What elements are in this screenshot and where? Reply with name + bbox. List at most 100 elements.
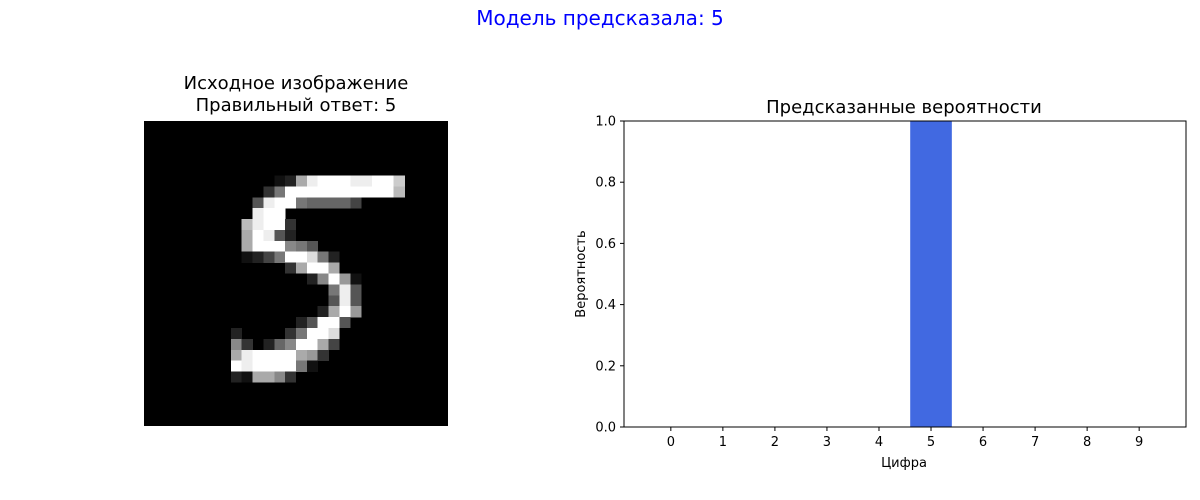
image-pixel [339,175,351,187]
image-pixel [372,186,384,198]
image-pixel [393,175,405,187]
x-tick-label: 1 [719,435,727,450]
image-pixel [306,349,318,361]
image-pixel [339,186,351,198]
x-tick-label: 7 [1031,435,1039,450]
image-pixel [296,262,308,274]
image-pixel [252,229,264,242]
plot-frame [623,120,1187,428]
image-pixel [241,338,253,350]
image-pixel [274,360,286,372]
image-pixel [263,186,275,198]
image-pixel [296,186,308,198]
image-pixel [285,371,297,383]
image-pixel [328,262,340,274]
image-pixel [274,208,286,220]
image-pixel [285,175,297,187]
x-tick-label: 3 [823,435,831,450]
image-pixel [296,327,308,340]
image-pixel [285,327,297,340]
image-pixel [328,338,340,350]
image-pixel [274,219,286,231]
image-pixel [241,229,253,242]
image-pixel [296,360,308,372]
x-tick-label: 4 [875,435,883,450]
image-pixel [274,175,286,187]
image-pixel [317,273,329,285]
image-pixel [241,371,253,383]
image-pixel [252,360,264,372]
image-pixel [296,338,308,350]
y-tick-label: 1.0 [595,115,616,130]
image-pixel [350,295,362,307]
image-pixel [306,360,318,372]
image-pixel [382,175,394,187]
image-pixel [317,175,329,187]
image-pixel [296,197,308,209]
image-pixel [285,197,297,209]
image-pixel [296,240,308,252]
image-pixel [263,240,275,252]
image-pixel [306,240,318,252]
image-pixel [274,338,286,350]
image-pixel [317,251,329,263]
image-pixel [252,371,264,383]
image-pixel [328,284,340,296]
image-pixel [328,273,340,285]
image-pixel [317,262,329,274]
image-pixel [241,349,253,361]
image-pixel [285,186,297,198]
image-pixel [328,197,340,209]
image-pixel [350,197,362,209]
bar-digit-5 [910,121,952,427]
image-pixel [306,197,318,209]
image-pixel [306,186,318,198]
image-pixel [252,197,264,209]
image-pixel [285,219,297,231]
image-pixel [241,240,253,252]
image-pixel [317,186,329,198]
image-pixel [252,349,264,361]
image-pixel [306,317,318,329]
image-pixel [252,219,264,231]
image-pixel [252,208,264,220]
image-pixel [350,273,362,285]
image-pixel [274,240,286,252]
image-pixel [372,175,384,187]
image-pixel [339,273,351,285]
image-pixel [317,306,329,318]
image-pixel [328,306,340,318]
digit-image [144,121,448,426]
image-pixel [339,284,351,296]
image-pixel [285,251,297,263]
image-pixel [241,360,253,372]
image-pixel [296,175,308,187]
x-tick-label: 5 [927,435,935,450]
image-pixel [285,240,297,252]
image-pixel [328,251,340,263]
image-pixel [296,317,308,329]
image-pixel [263,219,275,231]
image-pixel [328,175,340,187]
image-pixel [350,175,362,187]
image-pixel [263,349,275,361]
image-pixel [350,186,362,198]
chart-title: Предсказанные вероятности [766,97,1042,118]
image-pixel [285,360,297,372]
x-tick-label: 6 [979,435,987,450]
x-tick-label: 2 [771,435,779,450]
image-pixel [317,349,329,361]
x-tick-label: 9 [1135,435,1143,450]
image-pixel [393,186,405,198]
image-pixel [317,317,329,329]
image-pixel [252,240,264,252]
y-tick-label: 0.8 [595,176,616,191]
image-pixel [296,251,308,263]
image-pixel [317,327,329,340]
image-pixel [328,295,340,307]
image-pixel [241,251,253,263]
image-pixel [252,251,264,263]
image-pixel [361,186,373,198]
image-pixel [230,327,242,340]
